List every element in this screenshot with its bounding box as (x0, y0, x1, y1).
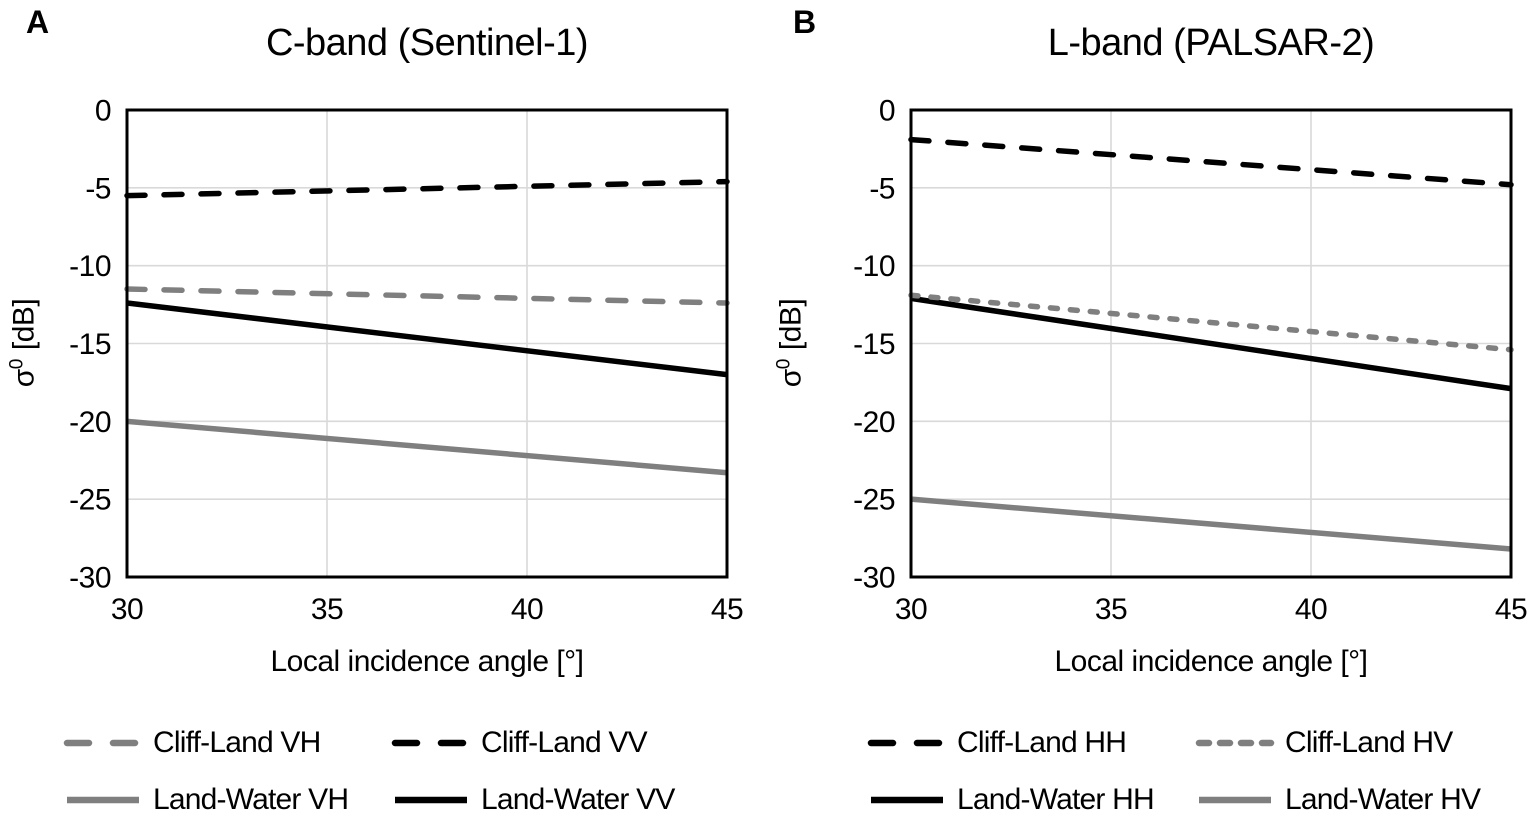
legend-label: Land-Water VH (153, 783, 349, 816)
chart-title: C-band (Sentinel-1) (265, 22, 589, 64)
legend-label: Land-Water HV (1285, 783, 1481, 816)
legend-item: Land-Water VH (62, 783, 390, 816)
legend: Cliff-Land VH Cliff-Land VV Land-Water V… (62, 726, 675, 816)
legend-swatch (1199, 796, 1271, 804)
legend-label: Cliff-Land VH (153, 726, 321, 759)
legend-label: Cliff-Land VV (481, 726, 648, 759)
svg-text:35: 35 (1095, 593, 1127, 626)
legend-item: Cliff-Land HV (1194, 726, 1480, 759)
svg-text:-5: -5 (85, 172, 111, 205)
legend-label: Cliff-Land HH (957, 726, 1127, 759)
svg-text:-25: -25 (69, 484, 111, 517)
legend-swatch (867, 739, 947, 747)
svg-text:-10: -10 (853, 250, 895, 283)
legend-item: Land-Water HV (1194, 783, 1481, 816)
legend-label: Cliff-Land HV (1285, 726, 1453, 759)
svg-text:45: 45 (1495, 593, 1527, 626)
svg-text:35: 35 (311, 593, 343, 626)
legend-swatch (67, 796, 139, 804)
legend-swatch (871, 796, 943, 804)
legend: Cliff-Land HH Cliff-Land HV Land-Water H… (866, 726, 1481, 816)
chart-title: L-band (PALSAR-2) (1047, 22, 1375, 64)
svg-text:0: 0 (879, 95, 895, 128)
legend-item: Cliff-Land VH (62, 726, 390, 759)
panel-b: B L-band (PALSAR-2) σ0[dB] 0 -5 -10 -15 -20-… (767, 0, 1535, 829)
x-axis-title: Local incidence angle [°] (1054, 645, 1368, 678)
legend-swatch (395, 796, 467, 804)
svg-text:-15: -15 (853, 328, 895, 361)
legend-item: Cliff-Land HH (866, 726, 1194, 759)
svg-text:40: 40 (511, 593, 543, 626)
svg-text:-20: -20 (853, 406, 895, 439)
svg-text:-30: -30 (853, 562, 895, 595)
svg-text:-25: -25 (853, 484, 895, 517)
svg-text:-10: -10 (69, 250, 111, 283)
legend-swatch (1195, 739, 1275, 747)
svg-text:30: 30 (111, 593, 143, 626)
svg-text:40: 40 (1295, 593, 1327, 626)
legend-label: Land-Water HH (957, 783, 1155, 816)
svg-text:-30: -30 (69, 562, 111, 595)
x-axis-title: Local incidence angle [°] (270, 645, 584, 678)
legend-item: Land-Water VV (390, 783, 675, 816)
svg-text:-20: -20 (69, 406, 111, 439)
panel-label: A (26, 4, 50, 40)
legend-swatch (391, 739, 471, 747)
legend-label: Land-Water VV (481, 783, 675, 816)
panel-a: A C-band (Sentinel-1) σ0[dB] 0 -5 -10 -15 -2… (7, 4, 744, 816)
svg-text:30: 30 (895, 593, 927, 626)
legend-swatch (63, 739, 143, 747)
svg-text:0: 0 (95, 95, 111, 128)
svg-text:-15: -15 (69, 328, 111, 361)
svg-text:-5: -5 (869, 172, 895, 205)
legend-item: Cliff-Land VV (390, 726, 675, 759)
panel-label: B (793, 4, 817, 40)
legend-item: Land-Water HH (866, 783, 1194, 816)
svg-text:45: 45 (711, 593, 743, 626)
